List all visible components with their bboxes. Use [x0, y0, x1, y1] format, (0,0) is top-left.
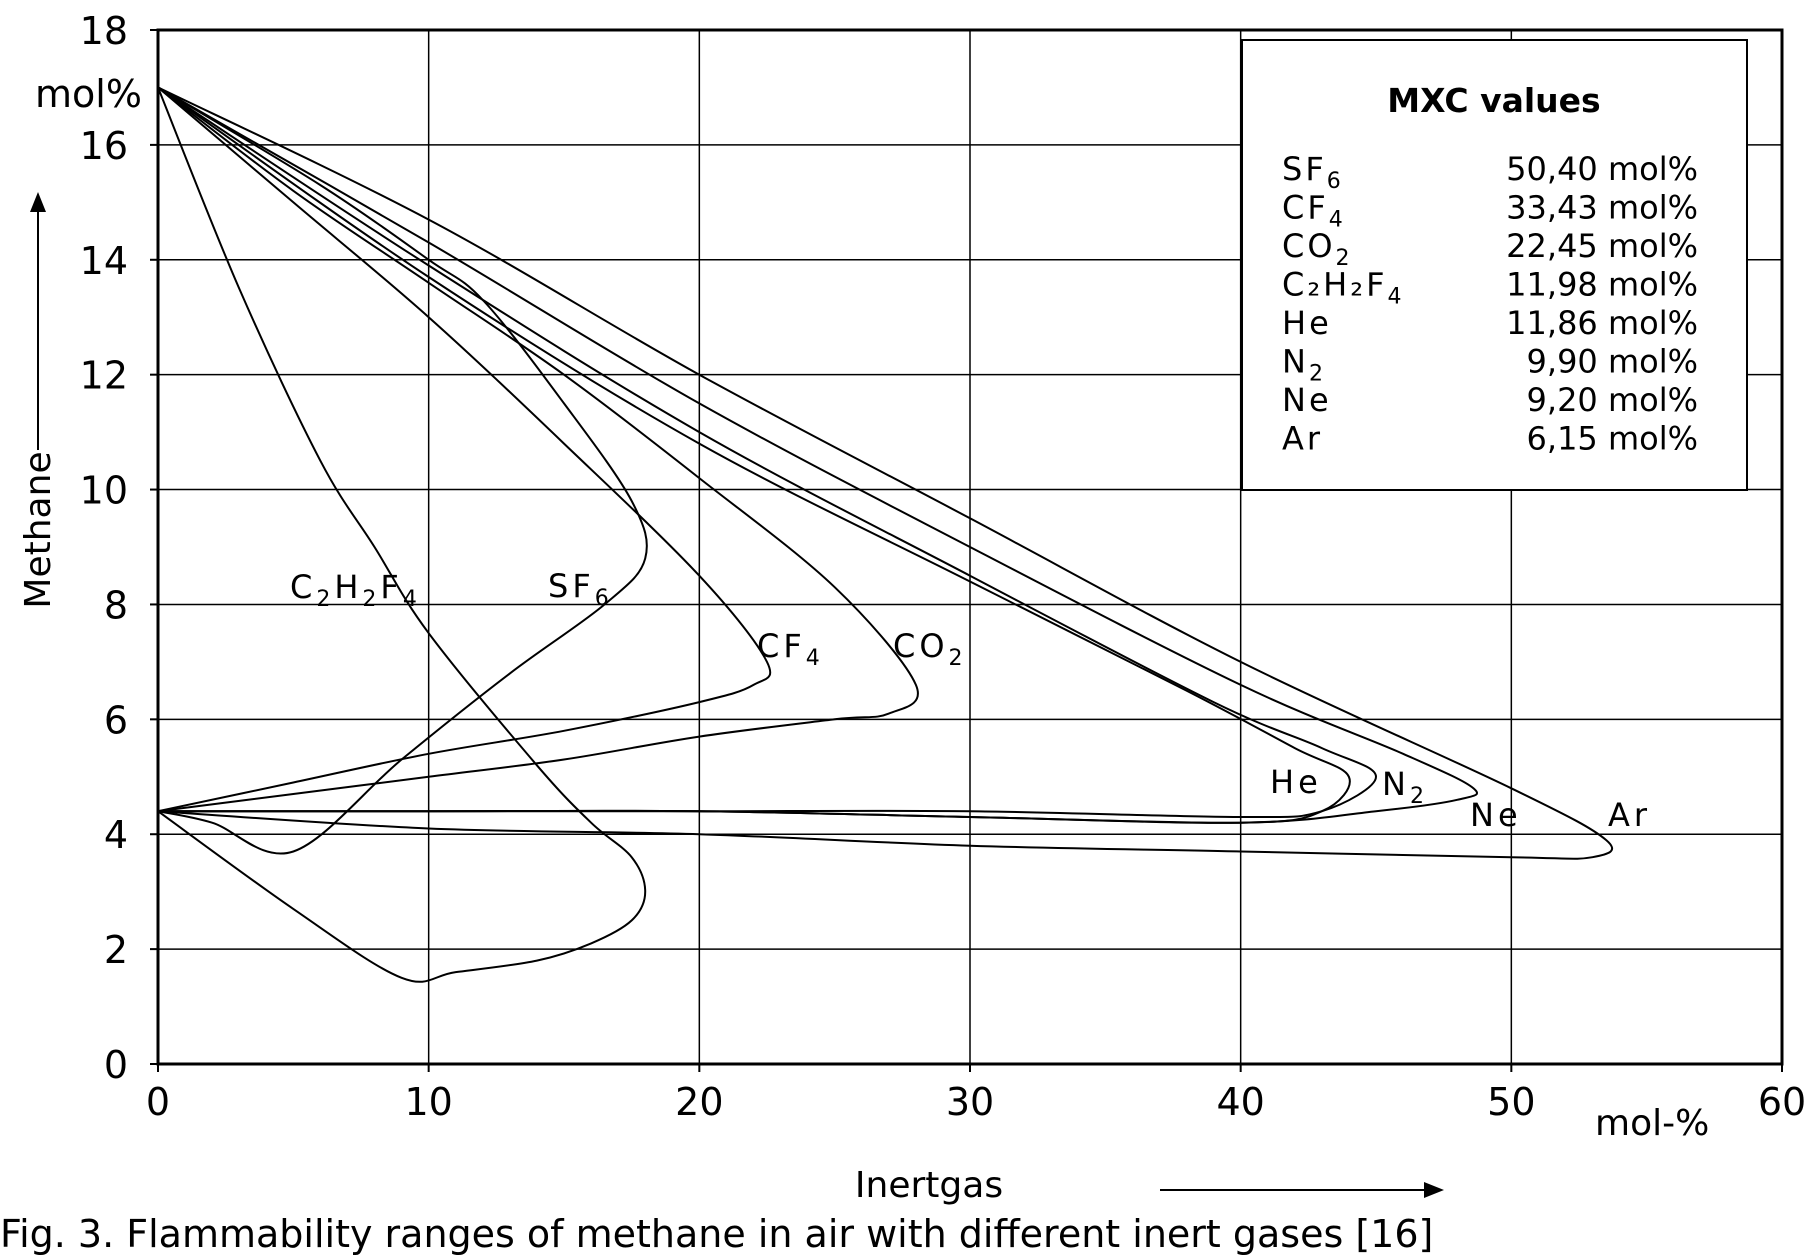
curve-label-c2h2f4: C2H2F4 — [290, 568, 421, 612]
legend-gas-7: Ar — [1282, 420, 1323, 458]
y-tick-label-2: 4 — [104, 813, 128, 857]
legend-gas-4: He — [1282, 304, 1332, 342]
curve-label-n2: N2 — [1382, 765, 1428, 809]
x-tick-label-3: 30 — [946, 1080, 994, 1124]
curve-label-ne: Ne — [1470, 796, 1522, 834]
y-tick-label-0: 0 — [104, 1043, 128, 1087]
y-tick-label-8: 16 — [80, 124, 128, 168]
legend-value-3: 11,98 mol% — [1506, 266, 1698, 304]
legend-value-5: 9,90 mol% — [1527, 343, 1698, 381]
legend-value-6: 9,20 mol% — [1527, 381, 1698, 419]
figure-caption: Fig. 3. Flammability ranges of methane i… — [0, 1212, 1434, 1256]
y-tick-label-1: 2 — [104, 928, 128, 972]
legend-value-4: 11,86 mol% — [1506, 304, 1698, 342]
curve-labels: C2H2F4 SF6 CF4 CO2 He N2 Ne Ar — [290, 567, 1651, 834]
curve-ne — [157, 86, 1478, 824]
curve-label-ar: Ar — [1608, 796, 1651, 834]
x-tick-label-0: 0 — [146, 1080, 170, 1124]
y-tick-label-6: 12 — [80, 354, 128, 398]
y-axis-label: Methane — [18, 451, 59, 608]
x-axis-unit: mol-% — [1595, 1103, 1709, 1144]
y-axis-arrowhead — [30, 192, 46, 212]
y-axis-unit: mol% — [35, 72, 142, 116]
x-tick-label-1: 10 — [404, 1080, 452, 1124]
curve-co2 — [157, 86, 919, 813]
y-tick-label-7: 14 — [80, 239, 128, 283]
plot-frame — [156, 28, 1784, 1066]
curve-n2 — [157, 86, 1378, 819]
curve-label-co2: CO2 — [893, 627, 967, 671]
legend-box: MXC values SF6 50,40 mol%CF4 33,43 mol%CO2… — [1241, 39, 1748, 491]
legend-rows: SF6 50,40 mol%CF4 33,43 mol%CO2 22,45 mol%C… — [1282, 150, 1698, 458]
x-tick-label-5: 50 — [1487, 1080, 1535, 1124]
curve-sf6 — [157, 86, 648, 855]
flammability-chart: 0 10 20 30 40 50 60 0 2 4 6 8 10 12 14 16 18 Methane mol… — [18, 9, 1807, 1206]
legend-value-1: 33,43 mol% — [1506, 189, 1698, 227]
curve-cf4 — [157, 86, 772, 813]
legend-gas-6: Ne — [1282, 381, 1332, 419]
x-tick-label-2: 20 — [675, 1080, 723, 1124]
legend-value-2: 22,45 mol% — [1506, 227, 1698, 265]
curve-label-cf4: CF4 — [757, 627, 824, 671]
curve-he — [157, 86, 1351, 824]
legend-value-0: 50,40 mol% — [1506, 150, 1698, 188]
curves — [157, 86, 1613, 983]
y-tick-label-5: 10 — [80, 469, 128, 513]
curve-label-he: He — [1270, 763, 1322, 801]
x-tick-label-4: 40 — [1216, 1080, 1264, 1124]
curve-label-sf6: SF6 — [548, 567, 613, 611]
y-tick-label-4: 8 — [104, 583, 128, 627]
legend-frame — [1241, 39, 1748, 491]
curve-c2h2f4 — [157, 87, 647, 983]
legend-gas-3: C₂H₂F4 — [1282, 266, 1404, 310]
x-axis-arrowhead — [1424, 1182, 1444, 1198]
axis-ticks: 0 10 20 30 40 50 60 0 2 4 6 8 10 12 14 16 18 — [80, 9, 1807, 1124]
curve-ar — [157, 86, 1613, 860]
legend-value-7: 6,15 mol% — [1527, 420, 1698, 458]
legend-title: MXC values — [1387, 81, 1600, 120]
x-tick-label-6: 60 — [1758, 1080, 1806, 1124]
y-tick-label-3: 6 — [104, 698, 128, 742]
x-axis-label: Inertgas — [855, 1165, 1003, 1206]
y-tick-label-9: 18 — [80, 9, 128, 53]
